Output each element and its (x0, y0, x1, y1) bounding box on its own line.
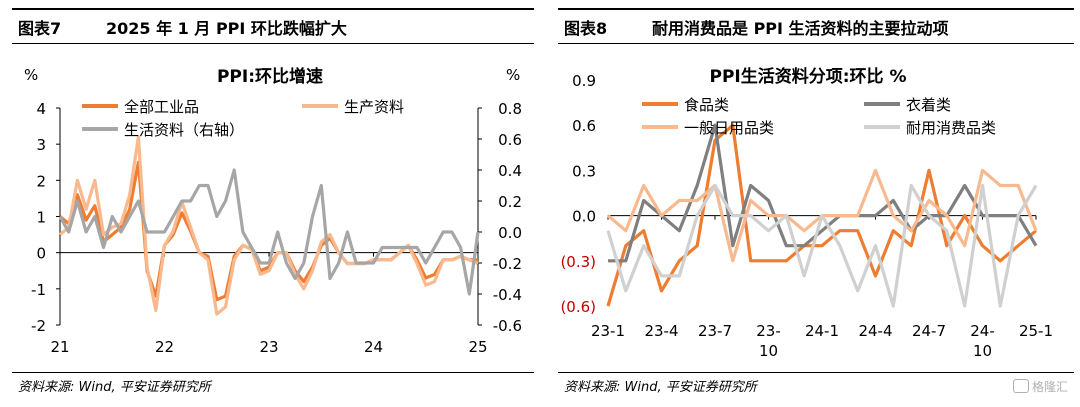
left-source: 资料来源: Wind, 平安证券研究所 (18, 380, 211, 395)
y-right-tick-label: 0.6 (498, 131, 522, 149)
y-left-tick-label: -2 (31, 317, 46, 335)
chart-title: PPI生活资料分项:环比 % (710, 66, 907, 87)
watermark-text: 格隆汇 (1031, 380, 1068, 394)
series-line-2 (58, 168, 480, 296)
y-right-tick-label: 0.2 (498, 193, 522, 211)
right-header: 图表8 耐用消费品是 PPI 生活资料的主要拉动项 (558, 8, 1074, 44)
left-footer-rule (12, 372, 534, 373)
y-right-tick-label: -0.6 (493, 317, 522, 335)
left-header: 图表7 2025 年 1 月 PPI 环比跌幅扩大 (12, 8, 534, 44)
x-tick-label: 23-4 (644, 322, 678, 340)
legend-label-1: 衣着类 (906, 96, 951, 114)
right-heading: 耐用消费品是 PPI 生活资料的主要拉动项 (652, 19, 949, 38)
left-figure-number: 图表7 (18, 19, 62, 38)
x-tick-label: 23 (259, 338, 278, 356)
x-tick-label: 24- (970, 322, 995, 340)
legend-label-0: 食品类 (684, 96, 729, 114)
series-line-1 (58, 135, 479, 316)
legend-label-2: 一般日用品类 (684, 119, 774, 137)
x-tick-label: 24 (364, 338, 383, 356)
right-figure-number: 图表8 (564, 19, 608, 38)
x-tick-label: 10 (759, 342, 778, 360)
watermark-logo-icon (1012, 379, 1029, 393)
y-left-tick-label: 1 (36, 209, 46, 227)
left-heading: 2025 年 1 月 PPI 环比跌幅扩大 (106, 19, 347, 38)
y-left-tick-label: -1 (31, 281, 46, 299)
series-line-0 (606, 123, 1038, 307)
legend-label-3: 耐用消费品类 (906, 119, 996, 137)
y-right-tick-label: 0.8 (498, 100, 522, 118)
x-tick-label: 21 (50, 338, 69, 356)
y-right-tick-label: -0.2 (493, 255, 522, 273)
x-tick-label: 24-1 (805, 322, 839, 340)
series-line-3 (606, 183, 1038, 308)
x-tick-label: 22 (155, 338, 174, 356)
x-tick-label: 25-1 (1019, 322, 1053, 340)
x-tick-label: 23- (756, 322, 781, 340)
left-y-unit: % (24, 66, 38, 84)
series-line-1 (608, 123, 1038, 263)
chart-title: PPI:环比增速 (217, 66, 323, 87)
right-y-unit: % (506, 66, 520, 84)
left-chart: % %PPI:环比增速43210-1-20.80.60.40.20.0-0.2-0… (24, 66, 522, 356)
y-right-tick-label: 0.4 (498, 162, 522, 180)
y-left-tick-label: 3 (36, 136, 46, 154)
legend-label-1: 生产资料 (344, 98, 404, 116)
y-tick-label: 0.9 (572, 72, 596, 90)
right-footer-rule (558, 372, 1074, 373)
y-tick-label: (0.6) (560, 298, 596, 316)
x-tick-label: 23-7 (698, 322, 732, 340)
x-tick-label: 24-4 (858, 322, 892, 340)
right-source: 资料来源: Wind, 平安证券研究所 (564, 380, 757, 395)
left-panel: 图表7 2025 年 1 月 PPI 环比跌幅扩大 %% PPI:环比增速 4 3 2 1… (12, 8, 534, 395)
y-right-tick-label: -0.4 (493, 286, 522, 304)
x-tick-label: 23-1 (591, 322, 625, 340)
y-tick-label: 0.3 (572, 162, 596, 180)
y-tick-label: (0.3) (560, 253, 596, 271)
y-right-tick-label: 0.0 (498, 224, 522, 242)
watermark: 格隆汇 (1012, 378, 1068, 395)
y-left-tick-label: 4 (36, 100, 46, 118)
right-panel: 图表8 耐用消费品是 PPI 生活资料的主要拉动项 PPI生活资料分项:环比 %… (546, 0, 1080, 407)
legend-label-0: 全部工业品 (124, 98, 199, 116)
x-tick-label: 25 (468, 338, 487, 356)
right-chart: PPI生活资料分项:环比 %0.90.60.30.0(0.3)(0.6)23-1… (560, 66, 1053, 360)
y-tick-label: 0.0 (572, 208, 596, 226)
y-left-tick-label: 0 (36, 245, 46, 263)
y-tick-label: 0.6 (572, 117, 596, 135)
legend-label-2: 生活资料（右轴） (124, 121, 244, 139)
x-tick-label: 24-7 (912, 322, 946, 340)
x-tick-label: 10 (973, 342, 992, 360)
y-left-tick-label: 2 (36, 172, 46, 190)
